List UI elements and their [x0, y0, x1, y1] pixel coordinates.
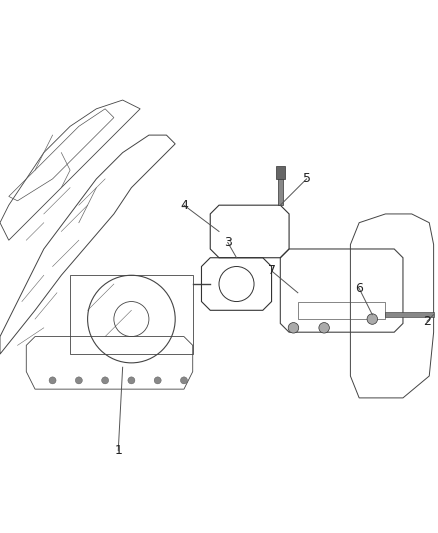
Text: 2: 2 — [423, 315, 431, 328]
Circle shape — [49, 377, 56, 384]
Circle shape — [102, 377, 109, 384]
Text: 4: 4 — [180, 199, 188, 212]
Text: 1: 1 — [114, 444, 122, 457]
Circle shape — [75, 377, 82, 384]
Circle shape — [180, 377, 187, 384]
Polygon shape — [385, 312, 434, 317]
Circle shape — [288, 322, 299, 333]
Polygon shape — [278, 170, 283, 205]
Circle shape — [128, 377, 135, 384]
Text: 3: 3 — [224, 236, 232, 249]
Circle shape — [319, 322, 329, 333]
Text: 6: 6 — [355, 282, 363, 295]
Text: 7: 7 — [268, 264, 276, 277]
Circle shape — [367, 314, 378, 324]
Text: 5: 5 — [303, 172, 311, 185]
Polygon shape — [276, 166, 285, 179]
Circle shape — [154, 377, 161, 384]
